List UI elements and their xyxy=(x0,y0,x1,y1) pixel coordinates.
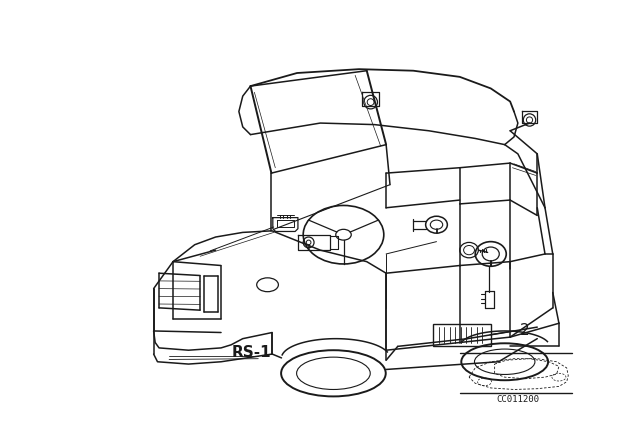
Text: CC011200: CC011200 xyxy=(497,395,540,404)
Text: 2: 2 xyxy=(520,323,529,338)
Text: RS-1: RS-1 xyxy=(231,345,271,360)
